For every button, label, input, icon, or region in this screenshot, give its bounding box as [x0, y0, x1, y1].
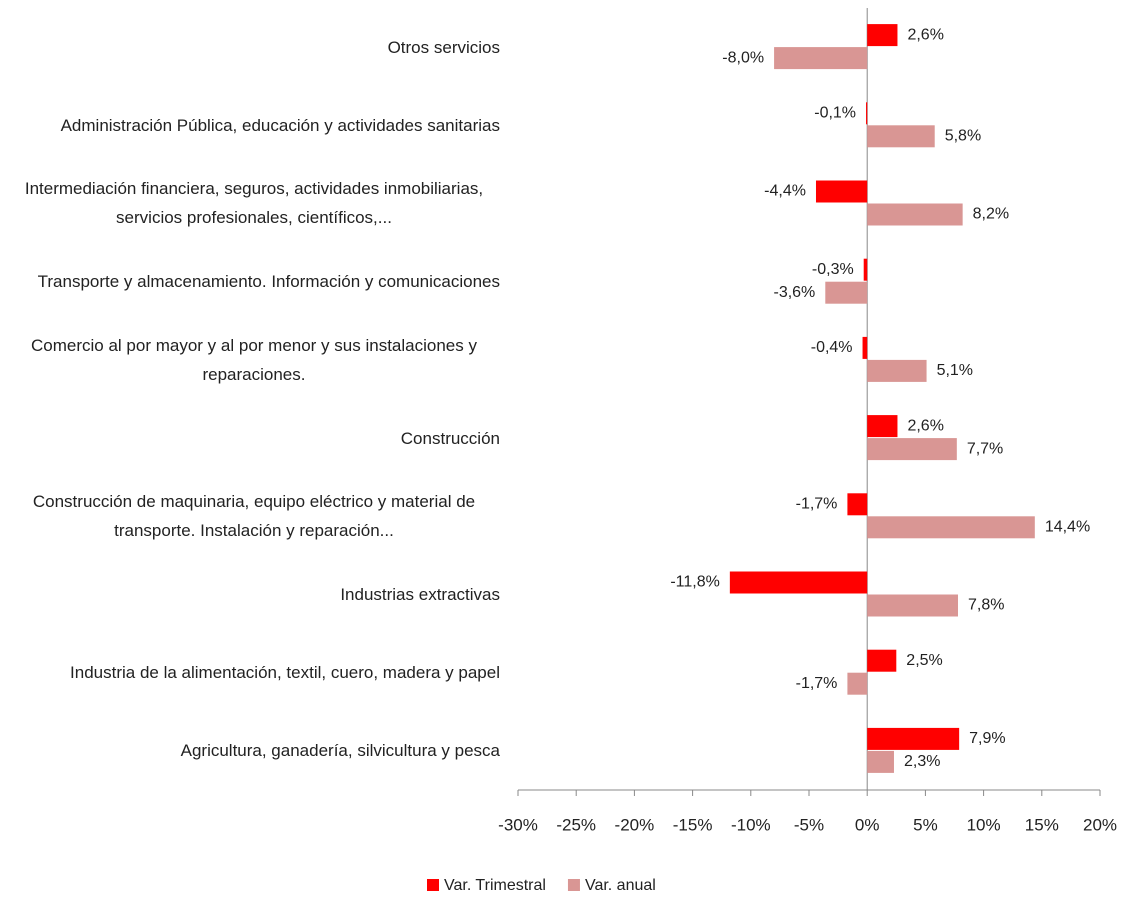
x-tick-label: 10% [967, 815, 1001, 834]
bar [867, 24, 898, 47]
legend-label: Var. Trimestral [444, 877, 546, 894]
value-label: -0,4% [811, 339, 853, 356]
x-tick-label: -30% [498, 815, 538, 834]
x-tick-label: 15% [1025, 815, 1059, 834]
category-label-box: Industrias extractivas [0, 555, 500, 633]
category-label: Transporte y almacenamiento. Información… [37, 272, 500, 292]
value-label: 5,1% [937, 362, 973, 379]
category-label-box: Comercio al por mayor y al por menor y s… [0, 321, 500, 399]
category-label-box: Otros servicios [0, 8, 500, 86]
bar [867, 203, 963, 226]
category-label: Industria de la alimentación, textil, cu… [70, 663, 500, 683]
value-label: -8,0% [722, 49, 764, 66]
category-label-box: Construcción [0, 399, 500, 477]
bar [866, 102, 868, 125]
value-label: -11,8% [670, 574, 720, 591]
bar [862, 336, 868, 359]
bar [867, 125, 935, 148]
category-label: Administración Pública, educación y acti… [60, 115, 500, 135]
x-tick-label: -25% [556, 815, 596, 834]
bar [847, 672, 868, 695]
x-tick-label: -10% [731, 815, 771, 834]
category-label-box: Administración Pública, educación y acti… [0, 86, 500, 164]
value-label: 2,3% [904, 753, 940, 770]
value-label: 8,2% [973, 206, 1009, 223]
x-tick-label: 0% [855, 815, 880, 834]
value-label: 2,5% [906, 652, 942, 669]
bar [867, 438, 957, 461]
value-label: 14,4% [1045, 519, 1090, 536]
category-label: Intermediación financiera, seguros, acti… [24, 179, 484, 228]
category-label: Construcción [400, 428, 500, 448]
x-tick-label: -15% [673, 815, 713, 834]
category-label-box: Intermediación financiera, seguros, acti… [0, 164, 500, 242]
value-label: -1,7% [796, 496, 838, 513]
bar [863, 258, 868, 281]
value-label: -3,6% [773, 284, 815, 301]
x-tick-label: 20% [1083, 815, 1117, 834]
bar [867, 516, 1035, 539]
bar [815, 180, 868, 203]
bar [825, 281, 868, 304]
category-label: Industrias extractivas [340, 584, 500, 604]
x-tick-label: -20% [615, 815, 655, 834]
category-label: Otros servicios [387, 37, 500, 57]
value-label: 2,6% [907, 26, 943, 43]
value-label: -4,4% [764, 183, 806, 200]
value-label: 2,6% [907, 417, 943, 434]
bar [847, 493, 868, 516]
value-label: 7,8% [968, 597, 1004, 614]
category-label-box: Agricultura, ganadería, silvicultura y p… [0, 712, 500, 790]
bar [867, 649, 897, 672]
bar [729, 571, 868, 594]
legend-swatch [567, 879, 580, 891]
bar [867, 750, 894, 773]
bar [774, 47, 868, 70]
x-tick-label: -5% [794, 815, 824, 834]
category-label-box: Industria de la alimentación, textil, cu… [0, 634, 500, 712]
category-label-box: Transporte y almacenamiento. Información… [0, 243, 500, 321]
value-label: 7,7% [967, 440, 1003, 457]
bar [867, 727, 960, 750]
category-label: Construcción de maquinaria, equipo eléct… [32, 492, 476, 541]
category-label-box: Construcción de maquinaria, equipo eléct… [0, 477, 500, 555]
value-label: -0,3% [812, 261, 854, 278]
category-label: Agricultura, ganadería, silvicultura y p… [180, 741, 500, 761]
value-label: -1,7% [796, 675, 838, 692]
value-label: 7,9% [969, 730, 1005, 747]
bar [867, 594, 958, 617]
bar [867, 415, 898, 438]
legend-swatch [427, 879, 439, 891]
legend-label: Var. anual [585, 877, 656, 894]
category-label: Comercio al por mayor y al por menor y s… [31, 335, 477, 384]
x-tick-label: 5% [913, 815, 938, 834]
value-label: -0,1% [814, 105, 856, 122]
value-label: 5,8% [945, 128, 981, 145]
bar [867, 359, 927, 382]
